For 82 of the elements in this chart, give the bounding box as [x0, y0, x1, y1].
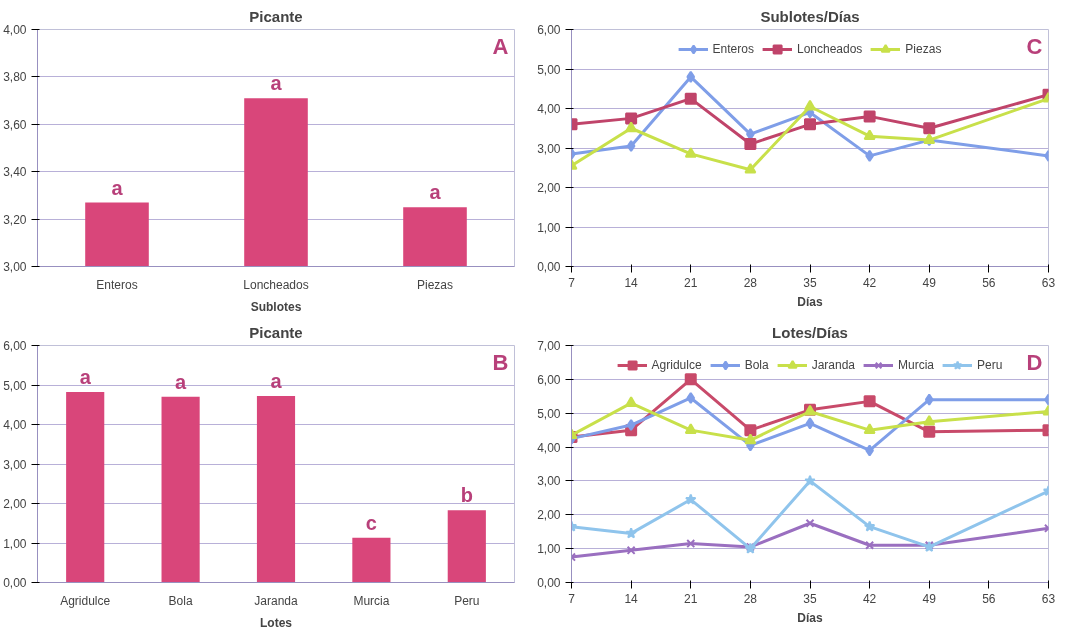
y-tick-label: 5,00: [3, 378, 27, 393]
x-tick-label: 21: [684, 275, 698, 290]
annotation: D: [1026, 349, 1043, 375]
annotation: a: [175, 370, 188, 393]
y-tick-label: 3,00: [3, 260, 27, 274]
x-tick-label: 42: [862, 275, 877, 290]
y-tick-label: 4,00: [537, 440, 561, 455]
legend-label: Enteros: [712, 42, 754, 56]
x-tick-label: Loncheados: [243, 277, 309, 292]
y-tick-label: 6,00: [537, 372, 561, 387]
y-tick-label: 4,00: [537, 102, 561, 116]
x-tick-label: 28: [743, 275, 758, 290]
chart-title: Lotes/Días: [772, 323, 848, 341]
x-tick-label: 49: [922, 275, 937, 290]
annotation: a: [270, 72, 283, 95]
y-tick-label: 2,00: [537, 181, 561, 195]
y-tick-label: 3,80: [3, 70, 27, 85]
y-tick-label: 1,00: [3, 536, 27, 551]
x-axis-title: Lotes: [260, 615, 293, 630]
x-tick-label: Murcia: [353, 593, 390, 608]
legend-label: Piezas: [905, 42, 942, 56]
annotation: A: [492, 33, 509, 59]
y-tick-label: 6,00: [537, 23, 561, 37]
x-tick-label: Enteros: [96, 277, 138, 292]
x-tick-label: 28: [743, 591, 758, 606]
legend-label: Loncheados: [796, 42, 863, 56]
y-tick-label: 3,00: [537, 141, 561, 156]
legend-label: Jaranda: [811, 358, 856, 372]
annotation: a: [429, 181, 442, 204]
y-tick-label: 3,00: [3, 457, 27, 472]
x-tick-label: 63: [1041, 591, 1056, 606]
x-tick-label: 49: [922, 591, 937, 606]
chart-title: Sublotes/Días: [760, 7, 860, 25]
x-tick-label: 7: [568, 275, 576, 290]
y-tick-label: 0,00: [3, 576, 27, 590]
x-tick-label: 35: [803, 591, 817, 606]
x-tick-label: 56: [982, 275, 996, 290]
y-tick-label: 7,00: [537, 339, 561, 353]
x-tick-label: 14: [624, 275, 639, 290]
chart-title: Picante: [249, 7, 303, 25]
y-tick-label: 1,00: [537, 542, 561, 557]
x-tick-label: Piezas: [416, 277, 454, 292]
x-tick-label: Agridulce: [60, 593, 111, 608]
y-tick-label: 0,00: [537, 260, 561, 274]
y-tick-label: 2,00: [3, 497, 27, 511]
y-tick-label: 4,00: [3, 23, 27, 37]
y-tick-label: 3,40: [3, 165, 27, 180]
annotation: a: [111, 176, 124, 199]
x-tick-label: Bola: [168, 593, 193, 608]
x-tick-label: Peru: [454, 593, 480, 608]
legend-label: Agridulce: [651, 358, 702, 372]
x-tick-label: 35: [803, 275, 817, 290]
y-tick-label: 3,60: [3, 117, 27, 132]
x-tick-label: 42: [862, 591, 877, 606]
annotation: C: [1026, 33, 1043, 59]
y-tick-label: 2,00: [537, 508, 561, 523]
y-tick-label: 4,00: [3, 418, 27, 432]
legend-label: Murcia: [898, 358, 935, 372]
x-tick-label: 56: [982, 591, 996, 606]
y-tick-label: 5,00: [537, 406, 561, 421]
y-tick-label: 5,00: [537, 62, 561, 77]
x-axis-title: Sublotes: [250, 299, 302, 314]
x-tick-label: Jaranda: [254, 593, 299, 608]
x-tick-label: 63: [1041, 275, 1056, 290]
y-tick-label: 0,00: [537, 576, 561, 590]
annotation: a: [270, 370, 283, 393]
y-tick-label: 1,00: [537, 220, 561, 235]
x-tick-label: 14: [624, 591, 639, 606]
x-axis-title: Días: [797, 294, 823, 309]
annotation: a: [79, 366, 92, 389]
annotation: b: [460, 484, 473, 507]
x-tick-label: 7: [568, 591, 576, 606]
chart-title: Picante: [249, 323, 303, 341]
x-axis-title: Días: [797, 610, 823, 625]
y-tick-label: 3,00: [537, 474, 561, 489]
legend-label: Bola: [744, 358, 769, 372]
annotation: c: [365, 511, 377, 534]
y-tick-label: 3,20: [3, 212, 27, 227]
x-tick-label: 21: [684, 591, 698, 606]
y-tick-label: 6,00: [3, 339, 27, 353]
annotation: B: [492, 349, 509, 375]
legend-label: Peru: [977, 358, 1003, 372]
